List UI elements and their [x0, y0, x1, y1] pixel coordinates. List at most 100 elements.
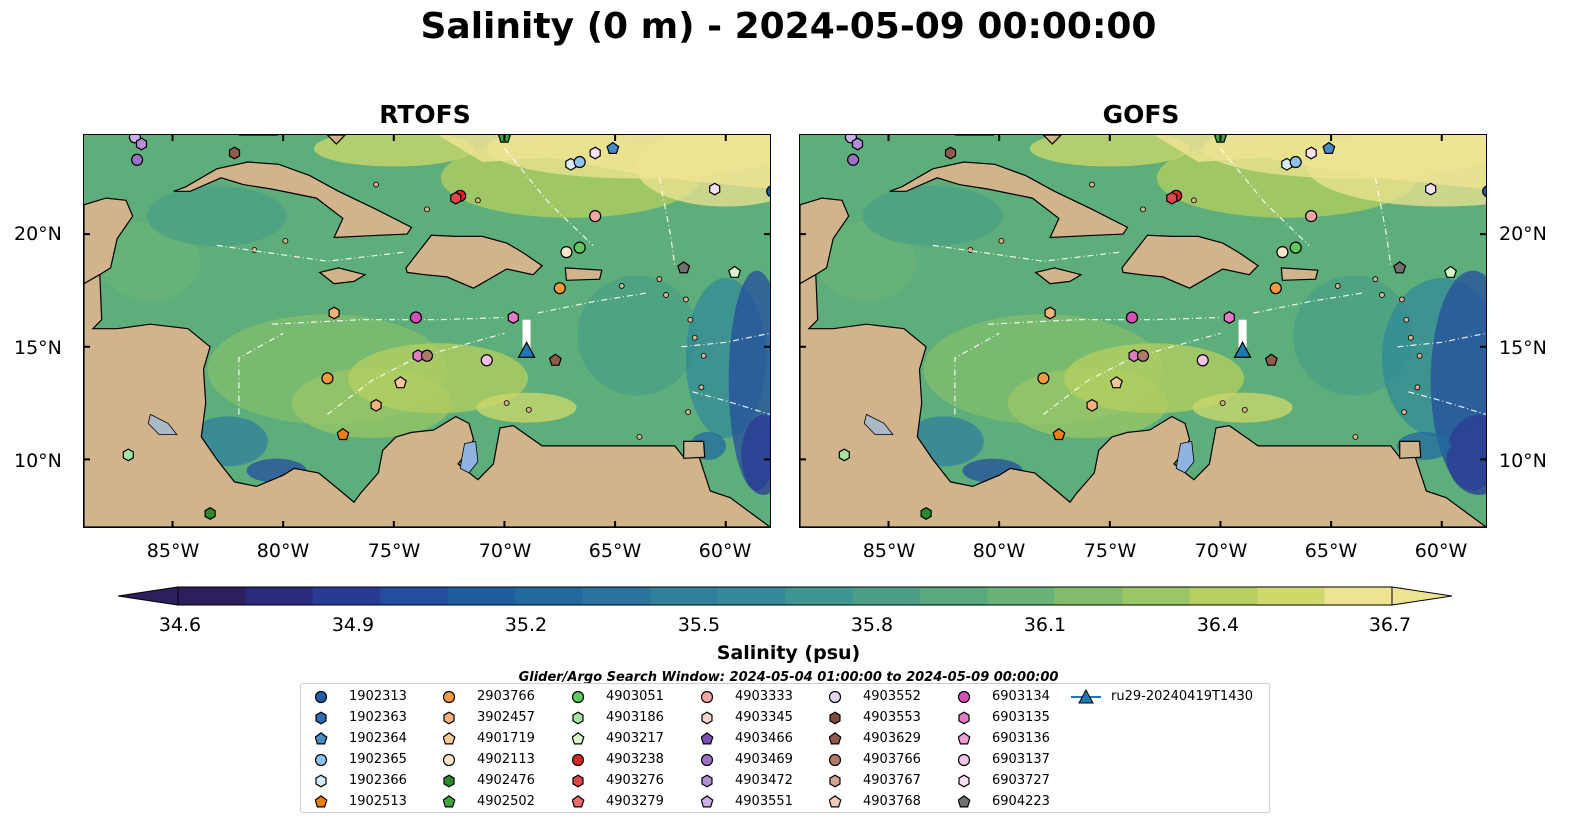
legend-marker-icon	[958, 774, 970, 788]
legend-label: 4903217	[606, 731, 664, 746]
argo-float-marker	[560, 246, 573, 259]
lon-label: 75°W	[1083, 540, 1137, 562]
legend-label: 6904223	[992, 794, 1050, 809]
argo-float-marker	[480, 354, 493, 367]
legend-marker-icon	[701, 753, 714, 767]
legend-marker-icon	[829, 732, 842, 745]
colorbar-label: Salinity (psu)	[716, 642, 861, 664]
legend-marker-icon	[443, 753, 456, 767]
lon-label: 85°W	[862, 540, 916, 562]
legend-label: 6903134	[992, 689, 1050, 704]
panel-title-gofs: GOFS	[1102, 100, 1180, 129]
legend-marker-icon	[701, 795, 714, 808]
lon-label: 65°W	[1304, 540, 1358, 562]
legend-label: 1902366	[349, 773, 407, 788]
legend-marker-icon	[958, 711, 970, 725]
legend-label: 2903766	[477, 689, 535, 704]
colorbar-tick: 36.4	[1196, 614, 1240, 636]
argo-float-marker	[1052, 427, 1066, 441]
argo-float-marker	[131, 153, 144, 166]
lon-label: 70°W	[1194, 540, 1248, 562]
legend-label: 6903136	[992, 731, 1050, 746]
argo-float-marker	[1086, 398, 1098, 412]
argo-float-marker	[409, 311, 423, 324]
legend-label: 1902363	[349, 710, 407, 725]
argo-float-marker	[1322, 141, 1336, 154]
legend-marker-icon	[572, 732, 585, 745]
glider-track	[1238, 319, 1247, 352]
legend-marker-icon	[315, 711, 327, 725]
legend-marker-icon	[958, 753, 971, 767]
argo-float-marker	[1425, 182, 1437, 196]
legend-label: 4903345	[735, 710, 793, 725]
argo-float-marker	[228, 146, 241, 160]
legend-label: 4903553	[863, 710, 921, 725]
legend-label: 6903135	[992, 710, 1050, 725]
lon-label: 65°W	[588, 540, 642, 562]
argo-float-marker	[1125, 311, 1139, 324]
legend-label: 4903333	[735, 689, 793, 704]
argo-float-marker	[1109, 376, 1123, 389]
lon-label: 75°W	[367, 540, 421, 562]
argo-float-marker	[847, 153, 860, 166]
lon-label: 80°W	[972, 540, 1026, 562]
legend-label: 1902365	[349, 752, 407, 767]
argo-float-marker	[851, 137, 864, 151]
colorbar-tick: 35.5	[677, 614, 721, 636]
legend-label: ru29-20240419T1430	[1111, 689, 1254, 704]
legend-marker-icon	[829, 774, 841, 788]
legend-marker-icon	[443, 711, 455, 725]
legend-marker-icon	[315, 795, 328, 808]
legend-marker-icon	[958, 732, 971, 745]
lat-label: 10°N	[14, 450, 62, 472]
argo-float-marker	[1223, 311, 1235, 324]
lon-label: 60°W	[1414, 540, 1468, 562]
legend-label: 3902457	[477, 710, 535, 725]
legend-marker-icon	[572, 711, 584, 725]
legend-label: 6903727	[992, 773, 1050, 788]
argo-float-marker	[1166, 191, 1178, 205]
legend: 1902313 1902363 1902364 1902365 1902366 19025…	[300, 683, 1270, 813]
lat-label: 20°N	[14, 223, 62, 245]
legend-marker-icon	[572, 753, 585, 767]
search-window-text: Glider/Argo Search Window: 2024-05-04 01…	[518, 670, 1059, 684]
legend-marker-icon	[572, 690, 585, 704]
argo-float-marker	[420, 349, 434, 362]
legend-label: 4902476	[477, 773, 535, 788]
argo-float-marker	[589, 146, 601, 160]
legend-marker-icon	[701, 774, 713, 788]
argo-float-marker	[548, 353, 562, 366]
glider-legend-icon	[1078, 689, 1094, 704]
argo-float-marker	[1305, 210, 1318, 223]
rtofs-map	[83, 134, 771, 528]
argo-float-marker	[507, 311, 519, 324]
legend-marker-icon	[829, 711, 841, 725]
legend-label: 1902364	[349, 731, 407, 746]
legend-marker-icon	[315, 732, 328, 745]
argo-float-marker	[589, 210, 602, 223]
legend-label: 4903768	[863, 794, 921, 809]
legend-marker-icon	[958, 795, 971, 808]
legend-marker-icon	[829, 795, 842, 808]
lon-label: 70°W	[478, 540, 532, 562]
colorbar-tick: 34.9	[331, 614, 375, 636]
lat-label: 10°N	[1499, 450, 1547, 472]
argo-float-marker	[204, 507, 216, 520]
argo-float-marker	[122, 448, 134, 462]
lat-label: 15°N	[1499, 337, 1547, 359]
argo-float-marker	[573, 241, 586, 254]
lon-label: 85°W	[146, 540, 200, 562]
argo-float-marker	[920, 507, 932, 520]
glider-marker	[1233, 341, 1252, 358]
argo-float-marker	[1264, 353, 1278, 366]
argo-float-marker	[606, 141, 620, 154]
glider-marker	[517, 341, 536, 358]
legend-label: 4903472	[735, 773, 793, 788]
glider-track	[522, 319, 531, 352]
legend-marker-icon	[829, 753, 842, 767]
argo-float-marker	[766, 185, 770, 198]
argo-float-marker	[553, 282, 566, 295]
legend-marker-icon	[701, 690, 714, 704]
argo-float-marker	[1044, 306, 1056, 320]
argo-float-marker	[1269, 282, 1282, 295]
